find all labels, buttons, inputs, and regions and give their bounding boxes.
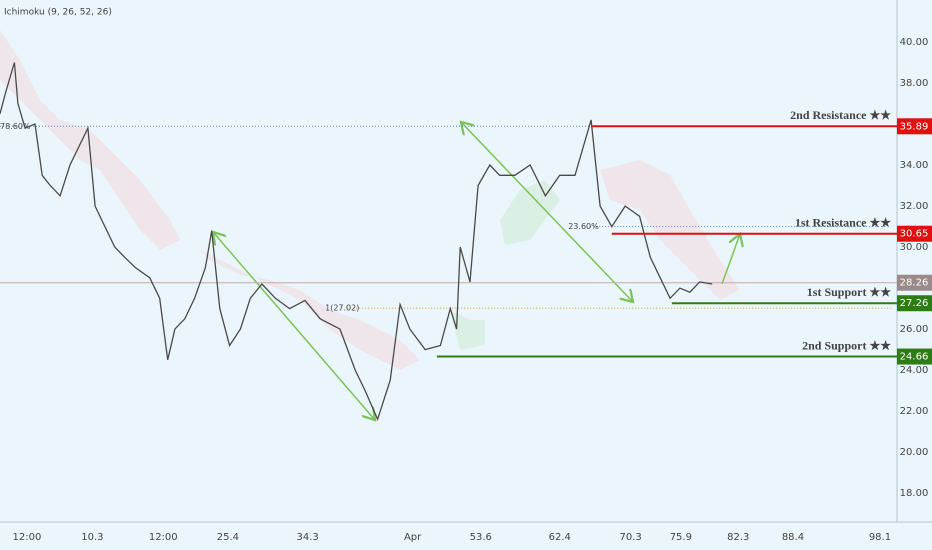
- x-tick-label: 12:00: [149, 532, 178, 543]
- x-tick-label: 98.1: [869, 532, 891, 543]
- fib-label: 78.60%: [0, 122, 31, 131]
- y-tick-label: 22.00: [900, 406, 929, 417]
- y-tick-label: 24.00: [900, 365, 929, 376]
- level-value: 35.89: [900, 121, 929, 132]
- level-name: 1st Support ★★: [807, 285, 891, 299]
- x-tick-label: 12:00: [12, 532, 41, 543]
- level-value-box: [897, 225, 932, 242]
- y-tick-label: 20.00: [900, 447, 929, 458]
- level-name: 1st Resistance ★★: [795, 215, 891, 229]
- level-name: 2nd Resistance ★★: [790, 108, 891, 122]
- x-tick-label: 34.3: [297, 532, 319, 543]
- level-value: 27.26: [900, 298, 929, 309]
- level-value-box: [897, 348, 932, 365]
- y-tick-label: 40.00: [900, 37, 929, 48]
- level-value-box: [897, 295, 932, 312]
- y-tick-label: 32.00: [900, 201, 929, 212]
- y-tick-label: 18.00: [900, 488, 929, 499]
- fib-label: 23.60%: [568, 222, 599, 231]
- x-tick-label: Apr: [404, 532, 422, 543]
- price-line: [0, 62, 713, 422]
- y-tick-label: 34.00: [900, 160, 929, 171]
- x-tick-label: 25.4: [217, 532, 239, 543]
- level-value: 24.66: [900, 352, 929, 363]
- x-tick-label: 62.4: [549, 532, 571, 543]
- x-tick-label: 75.9: [670, 532, 692, 543]
- level-value-box: [897, 118, 932, 135]
- x-tick-label: 53.6: [470, 532, 492, 543]
- x-tick-label: 10.3: [81, 532, 103, 543]
- arrows: [213, 122, 740, 420]
- last-price-label: 28.26: [900, 278, 929, 289]
- x-tick-label: 88.4: [782, 532, 804, 543]
- y-tick-label: 30.00: [900, 242, 929, 253]
- x-tick-label: 70.3: [619, 532, 641, 543]
- x-tick-label: 82.3: [727, 532, 749, 543]
- y-tick-label: 38.00: [900, 78, 929, 89]
- last-price-box: [897, 274, 932, 291]
- indicator-label: Ichimoku (9, 26, 52, 26): [4, 8, 112, 18]
- y-tick-label: 26.00: [900, 324, 929, 335]
- fib-label: 1(27.02): [325, 304, 359, 313]
- level-name: 2nd Support ★★: [802, 338, 891, 352]
- level-value: 30.65: [900, 229, 929, 240]
